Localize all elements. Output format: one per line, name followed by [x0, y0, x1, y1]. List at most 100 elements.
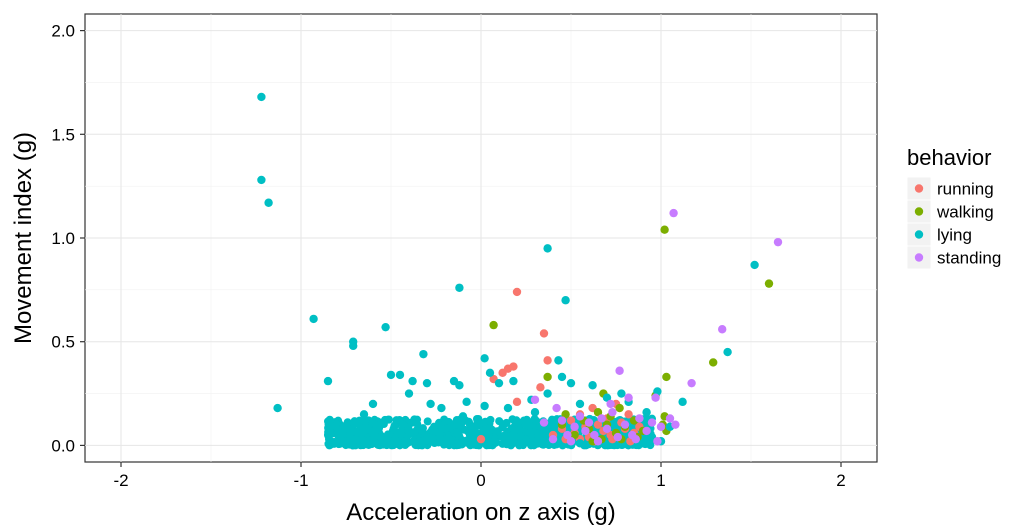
data-point-standing — [575, 412, 585, 421]
data-point-running — [543, 356, 552, 365]
legend: behavior running walking lying standing — [906, 145, 1001, 270]
data-point-walking — [615, 403, 624, 413]
data-point-lying — [379, 420, 388, 429]
data-point-standing — [671, 420, 680, 429]
data-point-lying — [480, 354, 489, 363]
data-point-standing — [642, 426, 651, 436]
data-point-lying — [359, 435, 368, 444]
y-tick-label: 0.0 — [51, 436, 75, 455]
data-point-lying — [413, 420, 422, 429]
data-point-running — [593, 420, 603, 429]
data-point-lying — [522, 419, 531, 428]
data-point-standing — [647, 418, 657, 427]
data-point-lying — [501, 419, 510, 428]
data-point-standing — [613, 432, 622, 442]
data-point-lying — [346, 431, 355, 440]
data-point-lying — [422, 378, 432, 388]
data-point-lying — [532, 416, 541, 425]
legend-swatch-standing — [914, 253, 924, 262]
y-tick-label: 0.5 — [51, 333, 75, 352]
data-point-standing — [602, 424, 612, 434]
data-point-standing — [624, 393, 633, 402]
data-point-lying — [390, 421, 399, 430]
data-point-lying — [381, 322, 390, 332]
data-point-lying — [394, 437, 403, 446]
data-point-lying — [557, 372, 567, 382]
legend-swatch-walking — [914, 207, 924, 216]
legend-label-walking: walking — [936, 203, 994, 222]
data-point-lying — [323, 376, 333, 386]
data-point-walking — [543, 372, 552, 382]
data-point-lying — [575, 399, 585, 409]
data-point-walking — [593, 408, 603, 417]
data-point-lying — [418, 441, 427, 450]
y-axis-title: Movement index (g) — [10, 132, 37, 344]
data-point-lying — [617, 389, 626, 398]
data-point-lying — [485, 368, 495, 378]
data-point-walking — [662, 372, 671, 382]
x-tick-label: 2 — [836, 471, 845, 490]
data-point-standing — [651, 393, 660, 402]
data-point-lying — [503, 403, 513, 413]
data-point-lying — [355, 416, 364, 425]
data-point-lying — [502, 440, 511, 449]
data-point-running — [512, 397, 522, 407]
data-point-lying — [331, 422, 340, 431]
data-point-lying — [344, 425, 353, 434]
data-point-lying — [376, 433, 385, 442]
data-point-standing — [631, 434, 640, 444]
data-point-walking — [561, 410, 570, 419]
legend-swatch-lying — [914, 230, 924, 239]
data-point-lying — [340, 439, 349, 448]
data-point-running — [539, 329, 549, 338]
data-point-standing — [687, 378, 696, 388]
data-point-standing — [570, 422, 579, 431]
data-point-lying — [750, 260, 759, 270]
data-point-standing — [608, 408, 617, 417]
data-point-standing — [773, 237, 783, 247]
data-point-lying — [458, 412, 468, 421]
data-point-lying — [495, 417, 504, 426]
data-point-standing — [581, 426, 590, 436]
data-point-lying — [430, 439, 439, 448]
data-point-standing — [530, 395, 540, 404]
data-point-lying — [493, 427, 502, 436]
y-axis: 0.0 0.5 1.0 1.5 2.0 — [51, 22, 85, 455]
data-point-lying — [373, 420, 382, 429]
data-point-lying — [455, 381, 464, 390]
data-point-lying — [446, 422, 455, 431]
y-tick-label: 1.5 — [51, 125, 75, 144]
legend-label-lying: lying — [937, 226, 972, 245]
data-point-lying — [365, 440, 374, 449]
data-point-lying — [359, 410, 369, 419]
data-point-walking — [660, 225, 669, 234]
data-point-lying — [437, 403, 446, 413]
data-point-lying — [406, 430, 415, 439]
x-tick-label: 1 — [656, 471, 665, 490]
data-point-lying — [509, 376, 518, 386]
data-point-lying — [422, 436, 431, 445]
data-point-running — [498, 368, 507, 378]
data-point-lying — [349, 341, 358, 351]
major-gridlines — [85, 14, 877, 462]
data-point-lying — [515, 426, 524, 435]
data-point-lying — [395, 415, 404, 424]
data-point-standing — [593, 437, 603, 446]
data-point-lying — [264, 198, 273, 207]
data-point-walking — [709, 358, 718, 367]
data-point-lying — [480, 401, 489, 411]
data-point-walking — [489, 320, 498, 330]
data-point-lying — [462, 397, 471, 407]
data-point-standing — [653, 437, 662, 446]
data-point-lying — [473, 417, 482, 426]
data-point-lying — [522, 435, 531, 444]
data-point-running — [624, 410, 633, 419]
data-point-lying — [530, 408, 540, 417]
x-axis: -2 -1 0 1 2 — [113, 462, 846, 490]
data-point-lying — [642, 408, 651, 417]
data-point-lying — [484, 440, 493, 449]
data-point-standing — [718, 325, 727, 334]
data-point-standing — [548, 434, 558, 444]
data-point-standing — [665, 414, 675, 423]
x-tick-label: 0 — [476, 471, 485, 490]
